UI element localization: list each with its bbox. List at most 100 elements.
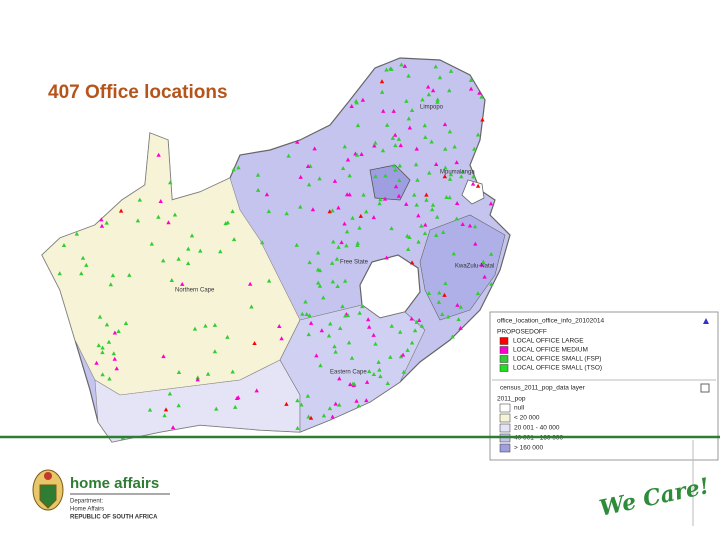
office-marker — [429, 207, 435, 212]
office-marker — [397, 163, 403, 168]
office-marker — [373, 140, 378, 145]
office-marker — [360, 304, 365, 309]
office-marker — [332, 178, 338, 183]
department-label: Department: — [70, 499, 103, 505]
office-marker — [427, 170, 432, 175]
office-marker — [225, 334, 230, 339]
office-marker — [111, 351, 116, 356]
office-marker — [319, 328, 325, 333]
office-marker — [195, 375, 200, 380]
office-marker — [350, 381, 356, 386]
office-marker — [471, 174, 476, 179]
office-marker — [337, 402, 342, 407]
office-marker — [169, 278, 175, 283]
office-marker — [317, 283, 323, 288]
office-marker — [84, 262, 89, 267]
office-marker — [447, 129, 453, 134]
office-marker — [409, 260, 415, 265]
population-label: null — [514, 405, 525, 412]
office-marker — [452, 144, 457, 149]
office-marker — [192, 326, 198, 331]
office-marker — [365, 317, 371, 322]
office-marker — [413, 162, 419, 167]
office-marker — [392, 132, 398, 137]
office-marker — [304, 312, 309, 317]
office-marker — [110, 273, 116, 278]
office-marker — [409, 108, 415, 113]
office-marker — [440, 312, 445, 317]
office-marker — [401, 369, 407, 374]
slide-title: 407 Office locations — [48, 82, 228, 103]
office-marker — [419, 323, 425, 328]
office-marker — [414, 146, 419, 151]
office-marker — [472, 146, 477, 151]
office-marker — [467, 223, 473, 228]
office-marker — [294, 242, 299, 247]
office-marker — [379, 79, 385, 84]
office-marker — [426, 92, 432, 97]
country: REPUBLIC OF SOUTH AFRICA — [70, 515, 158, 521]
office-marker — [482, 274, 487, 279]
population-checkbox — [700, 383, 710, 393]
office-marker — [330, 279, 336, 284]
office-marker — [442, 122, 448, 127]
office-marker — [388, 354, 393, 359]
office-marker — [340, 304, 345, 309]
office-marker — [435, 97, 440, 102]
office-marker — [443, 281, 448, 286]
office-marker — [254, 388, 259, 393]
office-marker — [335, 283, 340, 288]
office-marker — [96, 343, 101, 348]
office-marker — [266, 209, 272, 214]
office-marker — [488, 201, 494, 206]
office-marker — [357, 310, 362, 315]
office-marker — [305, 164, 311, 169]
office-marker — [447, 176, 453, 181]
office-marker — [407, 125, 413, 130]
office-marker — [470, 181, 476, 186]
office-marker — [412, 328, 418, 333]
office-marker — [135, 218, 141, 223]
office-marker — [114, 366, 119, 371]
office-marker — [160, 258, 166, 263]
office-marker — [316, 280, 321, 285]
office-marker — [400, 352, 406, 357]
office-marker — [377, 201, 382, 206]
office-marker — [355, 123, 361, 128]
office-marker — [416, 213, 421, 218]
office-marker — [434, 233, 439, 238]
office-marker — [412, 192, 417, 197]
office-marker — [308, 415, 314, 420]
office-marker — [423, 134, 428, 139]
legend-swatch — [499, 346, 509, 354]
office-marker — [328, 321, 333, 326]
office-marker — [333, 349, 338, 354]
legend-swatch — [499, 364, 509, 372]
office-marker — [123, 320, 129, 325]
office-marker — [361, 192, 366, 197]
office-marker — [451, 251, 457, 256]
office-marker — [118, 208, 124, 213]
office-marker — [312, 146, 317, 151]
office-marker — [334, 256, 340, 261]
population-field: 2011_pop — [497, 396, 526, 403]
office-marker — [489, 281, 494, 286]
office-marker — [396, 136, 402, 141]
office-marker — [398, 143, 403, 148]
map-label: Northern Cape — [175, 288, 215, 294]
office-marker — [205, 371, 211, 376]
office-marker — [310, 207, 316, 212]
population-label: 20 001 - 40 000 — [514, 425, 560, 432]
office-marker — [378, 374, 383, 379]
brand: home affairs — [70, 475, 159, 492]
office-marker — [406, 73, 411, 78]
office-marker — [372, 143, 377, 148]
office-marker — [454, 200, 460, 205]
office-marker — [315, 250, 321, 255]
office-marker — [435, 214, 440, 219]
office-marker — [447, 88, 452, 93]
office-marker — [422, 231, 428, 236]
office-marker — [318, 363, 323, 368]
population-swatch — [499, 403, 511, 413]
office-marker — [198, 248, 203, 253]
